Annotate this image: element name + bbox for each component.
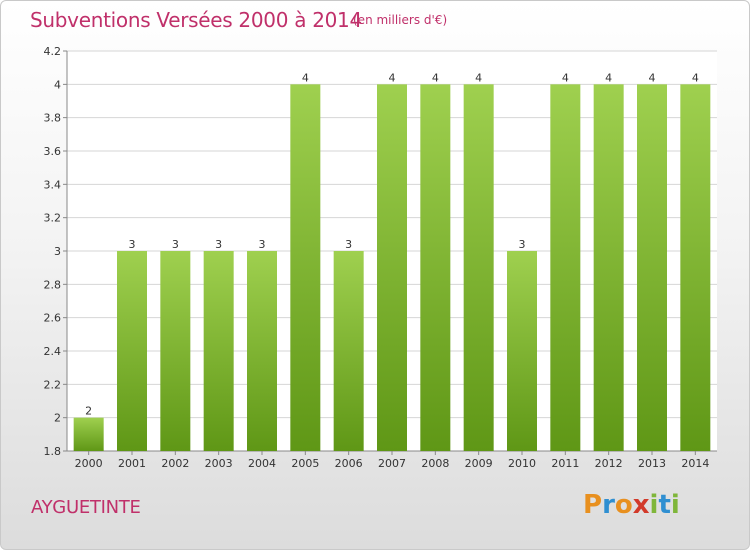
chart-unit: (en milliers d'€) [353, 13, 448, 27]
x-tick-label: 2004 [248, 457, 276, 470]
x-tick-label: 2000 [75, 457, 103, 470]
y-tick-label: 3.6 [44, 145, 62, 158]
x-tick-label: 2011 [551, 457, 579, 470]
x-tick-label: 2001 [118, 457, 146, 470]
commune-name: AYGUETINTE [31, 497, 141, 518]
y-tick-label: 3.4 [44, 178, 62, 191]
bar-value-label: 4 [302, 71, 309, 84]
bar-value-label: 4 [475, 71, 482, 84]
bar [680, 84, 711, 451]
x-tick-label: 2012 [595, 457, 623, 470]
logo-letter: i [649, 490, 659, 520]
bar-value-label: 3 [129, 238, 136, 251]
proxiti-logo: Proxiti [583, 490, 680, 520]
logo-letter: t [658, 490, 671, 520]
bar [593, 84, 624, 451]
bar [117, 251, 147, 451]
logo-letter: P [583, 490, 603, 520]
bar [377, 84, 407, 451]
bar-value-label: 4 [562, 71, 569, 84]
bar-value-label: 3 [172, 238, 179, 251]
x-tick-label: 2008 [421, 457, 449, 470]
x-tick-label: 2013 [638, 457, 666, 470]
chart-title: Subventions Versées 2000 à 2014 [30, 8, 362, 32]
y-tick-label: 2.6 [44, 312, 62, 325]
y-tick-label: 2.2 [44, 378, 62, 391]
y-tick-label: 3 [54, 245, 61, 258]
x-tick-label: 2009 [465, 457, 493, 470]
x-tick-label: 2003 [205, 457, 233, 470]
y-tick-label: 2.8 [44, 278, 62, 291]
bar-value-label: 3 [345, 238, 352, 251]
bar [203, 251, 234, 451]
bar-value-label: 3 [259, 238, 266, 251]
bar [420, 84, 451, 451]
bar [247, 251, 277, 451]
bar-value-label: 4 [432, 71, 439, 84]
bar-value-label: 4 [389, 71, 396, 84]
logo-letter: i [670, 490, 680, 520]
bar [290, 84, 321, 451]
x-tick-label: 2006 [335, 457, 363, 470]
logo-letter: r [602, 490, 615, 520]
bar [637, 84, 667, 451]
bar [550, 84, 581, 451]
y-tick-label: 1.8 [44, 445, 62, 458]
bar-value-label: 3 [519, 238, 526, 251]
y-tick-label: 4.2 [44, 45, 62, 58]
bar-value-label: 4 [649, 71, 656, 84]
bar-value-label: 3 [215, 238, 222, 251]
bar [507, 251, 537, 451]
x-tick-label: 2005 [291, 457, 319, 470]
x-tick-label: 2007 [378, 457, 406, 470]
bars [73, 84, 711, 451]
y-tick-label: 2 [54, 412, 61, 425]
bar [160, 251, 191, 451]
y-tick-label: 2.4 [44, 345, 62, 358]
x-tick-label: 2014 [681, 457, 709, 470]
bar [463, 84, 494, 451]
labels: 2 2000 3 2001 3 2002 3 2003 3 2004 4 2005 3 2006 4 2007… [75, 71, 710, 470]
logo-letter: x [632, 490, 650, 520]
bar [73, 417, 104, 451]
y-tick-label: 4 [54, 78, 61, 91]
y-tick-label: 3.8 [44, 112, 62, 125]
bar [333, 251, 364, 451]
bar-value-label: 2 [85, 405, 92, 418]
y-tick-label: 3.2 [44, 212, 62, 225]
x-tick-label: 2002 [161, 457, 189, 470]
axes: 1.8 2 2.2 2.4 2.6 2.8 3 3.2 3.4 3.6 3.8 4 4.2 [44, 45, 717, 458]
bar-value-label: 4 [692, 71, 699, 84]
bar-value-label: 4 [605, 71, 612, 84]
x-tick-label: 2010 [508, 457, 536, 470]
logo-letter: o [614, 490, 633, 520]
